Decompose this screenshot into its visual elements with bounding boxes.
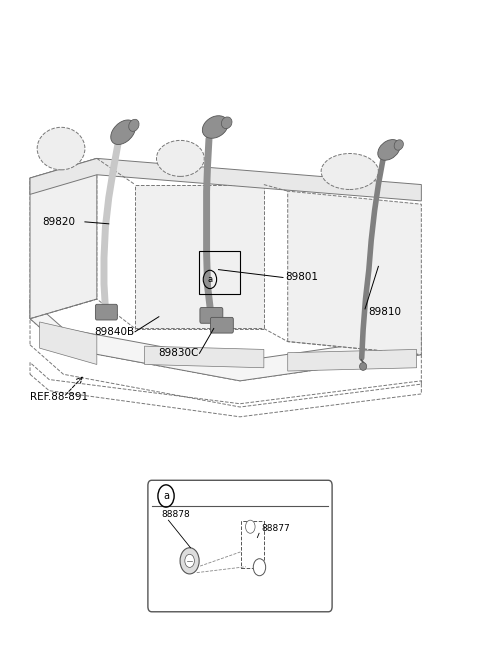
Text: 88878: 88878 [161, 510, 190, 520]
Circle shape [246, 520, 255, 533]
Polygon shape [135, 185, 264, 328]
Text: a: a [163, 491, 169, 501]
Polygon shape [144, 346, 264, 368]
Bar [241, 521, 264, 568]
Ellipse shape [221, 117, 232, 129]
Text: 89830C: 89830C [158, 348, 199, 358]
Polygon shape [39, 322, 97, 365]
Ellipse shape [156, 141, 204, 176]
Ellipse shape [129, 120, 139, 131]
Polygon shape [30, 158, 421, 201]
FancyBboxPatch shape [210, 317, 233, 333]
Polygon shape [30, 158, 97, 319]
Text: 89810: 89810 [368, 307, 401, 317]
Ellipse shape [321, 154, 378, 189]
Circle shape [185, 555, 194, 568]
Text: 88877: 88877 [262, 524, 290, 533]
Polygon shape [288, 350, 417, 371]
Circle shape [253, 558, 265, 576]
Text: a: a [207, 275, 213, 284]
Ellipse shape [203, 116, 228, 138]
Text: 89840B: 89840B [94, 327, 134, 337]
Ellipse shape [360, 363, 367, 371]
Text: 89801: 89801 [285, 273, 318, 283]
Ellipse shape [394, 140, 403, 150]
Text: 89820: 89820 [42, 217, 75, 227]
Text: REF.88-891: REF.88-891 [30, 392, 88, 402]
Polygon shape [288, 191, 421, 355]
FancyBboxPatch shape [96, 304, 117, 320]
FancyBboxPatch shape [148, 480, 332, 612]
FancyBboxPatch shape [200, 307, 223, 323]
Bar [199, 251, 240, 294]
Ellipse shape [111, 120, 135, 145]
Ellipse shape [378, 139, 400, 160]
Polygon shape [30, 299, 421, 381]
Circle shape [180, 548, 199, 574]
Ellipse shape [37, 127, 85, 170]
